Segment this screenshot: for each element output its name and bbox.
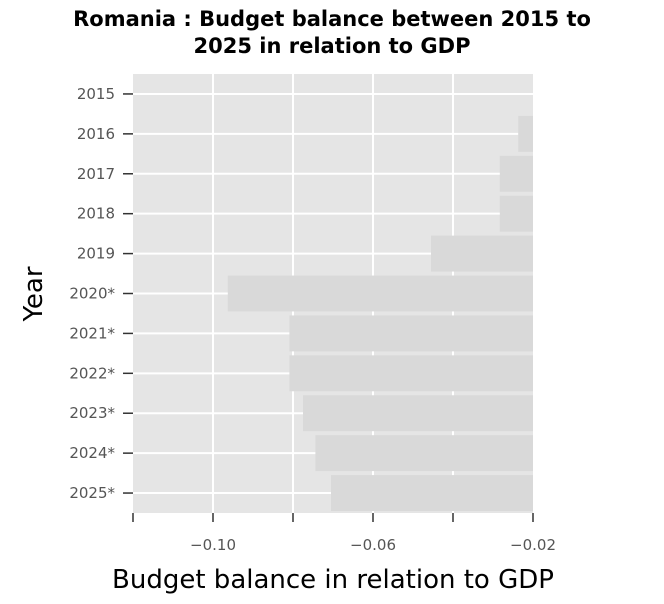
y-tick-label: 2020* [69, 285, 115, 303]
bar-2020-est [227, 275, 534, 312]
x-axis-title: Budget balance in relation to GDP [112, 565, 554, 595]
x-tick-label: −0.10 [190, 536, 236, 554]
y-tick-label: 2015 [77, 85, 115, 103]
bar-2016 [518, 115, 533, 152]
bar-2022-est [289, 355, 533, 392]
bar-2019 [431, 235, 533, 272]
y-tick-label: 2024* [69, 444, 115, 462]
y-tick-label: 2016 [77, 125, 115, 143]
y-tick-label: 2022* [69, 364, 115, 382]
y-tick-label: 2017 [77, 165, 115, 183]
y-tick-label: 2021* [69, 324, 115, 342]
y-tick-label: 2025* [69, 484, 115, 502]
bar-2024-est [315, 435, 533, 472]
x-tick-label: −0.02 [510, 536, 556, 554]
bar-2018 [499, 195, 533, 232]
bars [227, 115, 534, 512]
bar-2025-est [331, 475, 533, 512]
x-axis: −0.10 −0.06 −0.02 [132, 513, 556, 554]
y-tick-label: 2019 [77, 245, 115, 263]
y-axis-title: Year [19, 266, 49, 322]
bar-2023-est [303, 395, 533, 432]
y-axis: 2015 2016 2017 2018 2019 2020* 2021* 2022* 2023*… [69, 85, 133, 502]
y-tick-label: 2018 [77, 205, 115, 223]
y-tick-label: 2023* [69, 404, 115, 422]
chart-title: Romania : Budget balance between 2015 to… [73, 7, 591, 58]
x-tick-label: −0.06 [350, 536, 396, 554]
bar-2021-est [289, 315, 533, 352]
bar-2017 [499, 155, 533, 192]
